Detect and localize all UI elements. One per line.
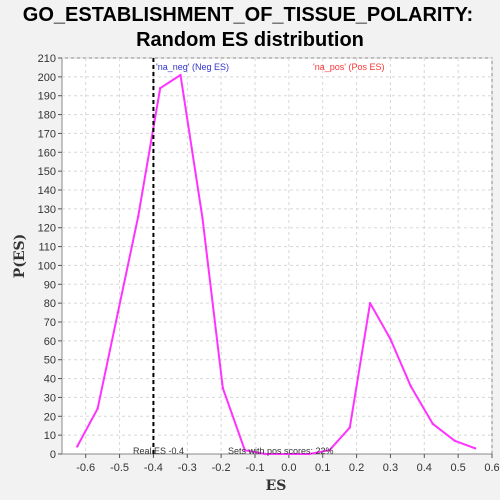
data-point xyxy=(221,386,225,390)
data-point xyxy=(179,73,182,77)
x-tick-label: -0.1 xyxy=(246,462,265,474)
data-point xyxy=(243,449,247,452)
x-axis-label: ES xyxy=(266,478,287,494)
y-tick-label: 140 xyxy=(38,185,56,197)
data-point xyxy=(201,217,204,220)
data-point xyxy=(76,445,79,448)
x-tick-label: 0.4 xyxy=(417,462,432,474)
data-point xyxy=(158,86,162,90)
y-tick-label: 40 xyxy=(44,374,56,386)
points-layer xyxy=(76,73,477,456)
x-tick-label: -0.5 xyxy=(110,462,129,474)
y-tick-label: 60 xyxy=(44,336,56,348)
y-tick-label: 20 xyxy=(44,411,56,423)
y-tick-label: 200 xyxy=(38,72,56,84)
x-tick-label: -0.6 xyxy=(76,462,95,474)
real-es-label: Real ES -0.4 xyxy=(133,446,184,456)
neg-es-label: 'na_neg' (Neg ES) xyxy=(156,62,229,72)
x-tick-label: -0.3 xyxy=(178,462,197,474)
y-axis-label: P(ES) xyxy=(12,234,28,279)
x-tick-label: 0.6 xyxy=(484,462,499,474)
data-point xyxy=(389,337,392,341)
y-tick-label: 90 xyxy=(44,279,56,291)
y-tick-label: 210 xyxy=(38,53,56,65)
ticks-layer: 0 10 20 30 40 50 60 70 80 90 100 110 120 130 140 150 160… xyxy=(38,53,500,474)
data-point xyxy=(96,407,99,410)
data-point xyxy=(287,452,291,456)
data-point xyxy=(136,215,140,218)
y-tick-label: 150 xyxy=(38,166,56,178)
data-point xyxy=(409,384,412,388)
y-tick-label: 190 xyxy=(38,91,56,103)
x-tick-label: 0.2 xyxy=(349,462,364,474)
data-point xyxy=(431,422,434,426)
y-tick-label: 30 xyxy=(44,392,56,404)
data-point xyxy=(348,426,351,429)
data-point xyxy=(263,452,267,456)
data-point xyxy=(368,301,372,305)
data-point xyxy=(116,311,120,314)
y-tick-label: 180 xyxy=(38,110,56,122)
x-tick-label: -0.2 xyxy=(212,462,231,474)
y-tick-label: 50 xyxy=(44,355,56,367)
y-tick-label: 130 xyxy=(38,204,56,216)
data-point xyxy=(307,452,311,456)
y-tick-label: 120 xyxy=(38,223,56,235)
series-layer xyxy=(76,74,476,455)
chart-title-line2: Random ES distribution xyxy=(136,29,364,51)
y-tick-label: 110 xyxy=(38,242,56,254)
y-tick-label: 0 xyxy=(50,449,56,461)
data-point xyxy=(453,439,456,442)
data-point xyxy=(473,447,477,450)
y-tick-label: 160 xyxy=(38,147,56,159)
x-tick-label: 0.3 xyxy=(383,462,398,474)
y-tick-label: 170 xyxy=(38,128,56,140)
y-tick-label: 100 xyxy=(38,260,56,272)
x-tick-label: -0.4 xyxy=(144,462,163,474)
es-distribution-line xyxy=(76,74,476,455)
plot-area xyxy=(61,57,493,455)
y-tick-label: 70 xyxy=(44,317,56,329)
data-point xyxy=(328,449,331,452)
y-tick-label: 10 xyxy=(44,430,56,442)
x-tick-label: 0.1 xyxy=(315,462,330,474)
pos-scores-label: Sets with pos scores: 22% xyxy=(228,446,334,456)
pos-es-label: 'na_pos' (Pos ES) xyxy=(313,62,384,72)
chart-title-line1: GO_ESTABLISHMENT_OF_TISSUE_POLARITY: xyxy=(23,4,473,26)
y-tick-label: 80 xyxy=(44,298,56,310)
x-tick-label: 0.5 xyxy=(450,462,465,474)
x-tick-label: 0.0 xyxy=(281,462,296,474)
